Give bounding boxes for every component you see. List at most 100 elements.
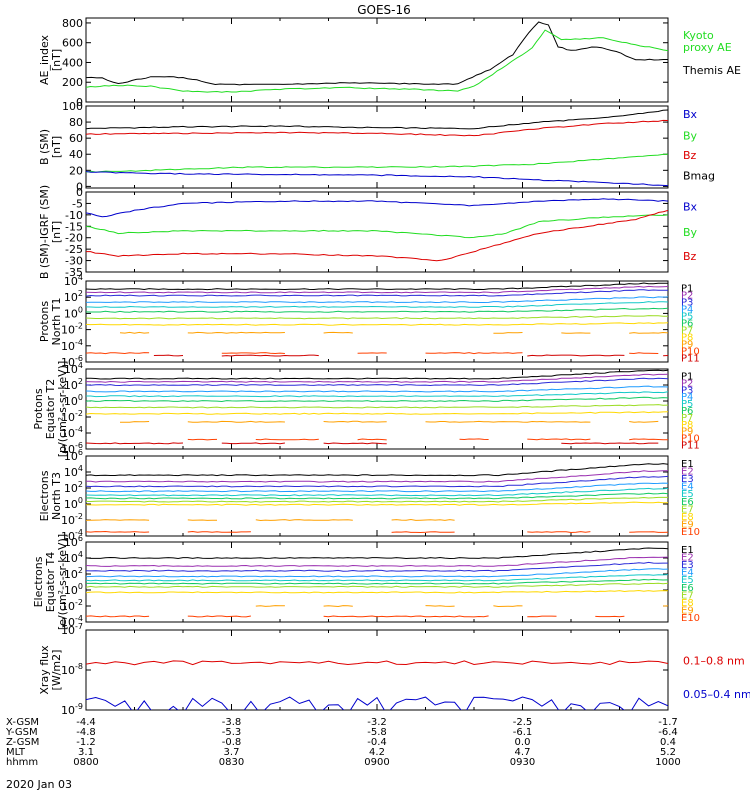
row-label-mlt: MLT — [6, 747, 26, 758]
legend-P6: P6 — [681, 319, 693, 330]
series-line-0 — [86, 21, 668, 86]
row-label-x-gsm: X-GSM — [6, 717, 39, 728]
y-axis-label: ProtonsNorth T1 — [38, 298, 63, 346]
y-tick-label: 0 — [76, 180, 83, 193]
channel-line-E8 — [86, 589, 668, 594]
channel-line-P1 — [86, 282, 668, 291]
channel-line-P9 — [493, 332, 523, 334]
channel-line-E5 — [86, 574, 668, 582]
channel-line-E3 — [86, 475, 668, 488]
channel-line-P9 — [629, 331, 668, 334]
legend-E9: E9 — [681, 606, 694, 617]
tick-mlt-1: 3.7 — [224, 747, 240, 758]
legend-P2: P2 — [681, 291, 693, 302]
channel-line-P10 — [187, 438, 218, 441]
y-tick-label: 102 — [64, 377, 83, 392]
channel-line-P9 — [187, 420, 285, 423]
y-tick-label: 0 — [76, 186, 83, 199]
y-axis-label: B (SM)[nT] — [38, 129, 63, 165]
legend-P5: P5 — [681, 312, 693, 323]
legend-item-1: 0.05–0.4 nm — [683, 688, 750, 701]
y-tick-label: 106 — [64, 448, 83, 463]
y-tick-label: -20 — [65, 232, 83, 245]
legend-E5: E5 — [681, 575, 694, 586]
y-tick-label: 20 — [69, 164, 83, 177]
series-line-1 — [86, 214, 668, 239]
tick-mlt-3: 4.7 — [515, 747, 531, 758]
channel-line-P11 — [323, 442, 387, 445]
tick-ygsm-4: -6.4 — [658, 727, 678, 738]
legend-P9: P9 — [681, 340, 693, 351]
y-tick-label: -15 — [65, 220, 83, 233]
y-tick-label: 40 — [69, 148, 83, 161]
legend-P3: P3 — [681, 385, 693, 396]
channel-line-E9 — [323, 605, 353, 608]
tick-ygsm-3: -6.1 — [513, 727, 533, 738]
channel-line-E9 — [493, 605, 523, 608]
y-tick-label: 100 — [64, 393, 83, 408]
channel-line-P9 — [425, 420, 591, 423]
channel-line-P11 — [527, 354, 625, 357]
y-tick-label: 60 — [69, 132, 83, 145]
channel-line-E7 — [86, 496, 668, 503]
panel-frame — [85, 191, 669, 273]
y-tick-label: 102 — [64, 480, 83, 495]
channel-line-E9 — [187, 519, 218, 521]
y-tick-label: 10-7 — [61, 622, 83, 637]
row-label-z-gsm: Z-GSM — [6, 737, 39, 748]
channel-line-P9 — [323, 420, 387, 423]
legend-P9: P9 — [681, 427, 693, 438]
y-tick-label: -35 — [65, 266, 83, 279]
y-axis-label: Xray flux[W/m2] — [38, 645, 63, 695]
series-line-0 — [86, 198, 668, 218]
legend-E1: E1 — [681, 545, 694, 556]
legend-E6: E6 — [681, 497, 694, 508]
panel-frame — [85, 105, 669, 189]
channel-line-P4 — [86, 296, 668, 304]
legend-E3: E3 — [681, 560, 694, 571]
legend-P8: P8 — [681, 420, 693, 431]
channel-line-E2 — [86, 556, 668, 567]
channel-line-E6 — [86, 492, 668, 500]
channel-line-E1 — [86, 463, 668, 477]
channel-line-E10 — [187, 615, 251, 618]
legend-item-0: 0.1–0.8 nm — [683, 654, 745, 667]
channel-line-P9 — [119, 331, 150, 334]
channel-line-P10 — [629, 352, 659, 355]
tick-hhmm-1: 0830 — [219, 757, 244, 768]
y-axis-label: ElectronsEquator T4[e/(cm²-s-sr-keV)] — [32, 534, 69, 630]
y-tick-label: 10-4 — [61, 338, 83, 353]
channel-line-P5 — [86, 391, 668, 398]
y-tick-label: 10-8 — [61, 662, 83, 677]
channel-line-P7 — [86, 404, 668, 409]
channel-line-P11 — [561, 442, 659, 445]
legend-P2: P2 — [681, 378, 693, 389]
channel-line-P6 — [86, 307, 668, 313]
channel-line-E10 — [629, 531, 668, 533]
legend-E1: E1 — [681, 459, 694, 470]
legend-item-0: Kyoto proxy AE — [683, 29, 732, 54]
y-tick-label: 200 — [62, 76, 83, 89]
y-tick-label: 100 — [64, 496, 83, 511]
y-tick-label: 104 — [64, 464, 83, 479]
channel-line-P4 — [86, 385, 668, 393]
legend-E10: E10 — [681, 527, 700, 538]
legend-P4: P4 — [681, 305, 693, 316]
panel-frame — [85, 541, 669, 623]
channel-line-P2 — [86, 285, 668, 294]
channel-line-P10 — [425, 352, 523, 355]
y-tick-label: 80 — [69, 116, 83, 129]
series-line-1 — [86, 696, 668, 710]
channel-line-P10 — [357, 438, 387, 441]
channel-line-P7 — [86, 315, 668, 320]
legend-P7: P7 — [681, 413, 693, 424]
plot-title: GOES-16 — [357, 3, 411, 17]
series-line-1 — [86, 119, 668, 137]
channel-line-E5 — [86, 487, 668, 497]
channel-line-P11 — [153, 354, 184, 357]
legend-E5: E5 — [681, 489, 694, 500]
